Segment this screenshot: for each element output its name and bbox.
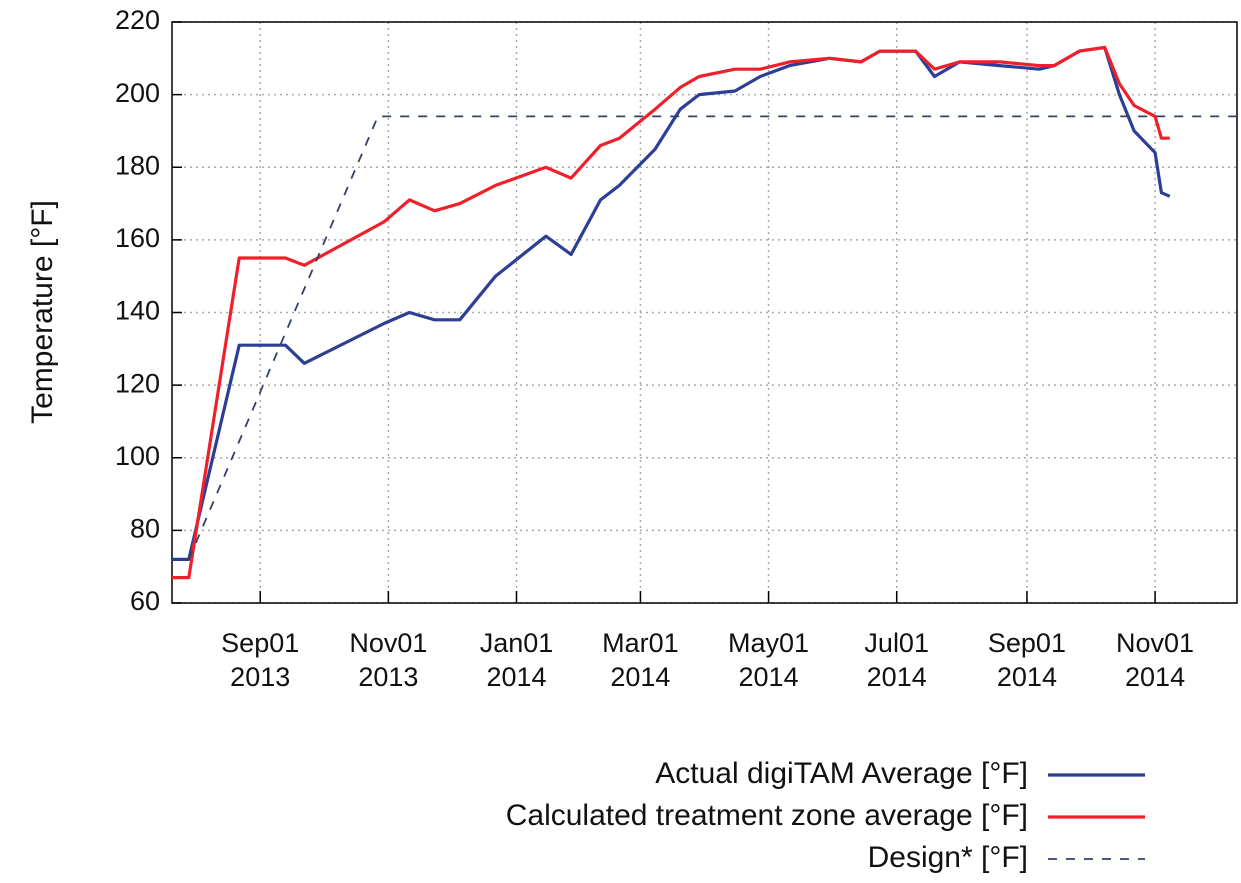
y-tick-label: 100 [115, 441, 160, 471]
y-tick-label: 140 [115, 296, 160, 326]
x-tick-label: Jan01 2014 [479, 628, 554, 692]
x-tick-label: Sep01 2013 [221, 628, 300, 692]
y-tick-label: 80 [130, 514, 160, 544]
y-tick-label: 160 [115, 223, 160, 253]
y-axis-label: Temperature [°F] [26, 200, 59, 424]
y-tick-label: 220 [115, 5, 160, 35]
legend-label: Design* [°F] [868, 841, 1028, 874]
x-tick-label: Nov01 2013 [349, 628, 428, 692]
y-tick-label: 180 [115, 150, 160, 180]
y-tick-label: 200 [115, 78, 160, 108]
y-tick-label: 120 [115, 368, 160, 398]
x-tick-label: Mar01 2014 [602, 628, 679, 692]
x-tick-label: Nov01 2014 [1116, 628, 1195, 692]
series-line [187, 115, 1237, 560]
series-line [172, 45, 1171, 561]
y-tick-label: 60 [130, 586, 160, 616]
x-tick-label: Jul01 2014 [864, 628, 929, 692]
plot-frame [171, 21, 1238, 604]
x-tick-label: May01 2014 [728, 628, 810, 692]
legend-label: Calculated treatment zone average [°F] [506, 799, 1028, 832]
series-line [172, 45, 1170, 580]
x-tick-label: Sep01 2014 [987, 628, 1066, 692]
legend-label: Actual digiTAM Average [°F] [655, 757, 1028, 790]
